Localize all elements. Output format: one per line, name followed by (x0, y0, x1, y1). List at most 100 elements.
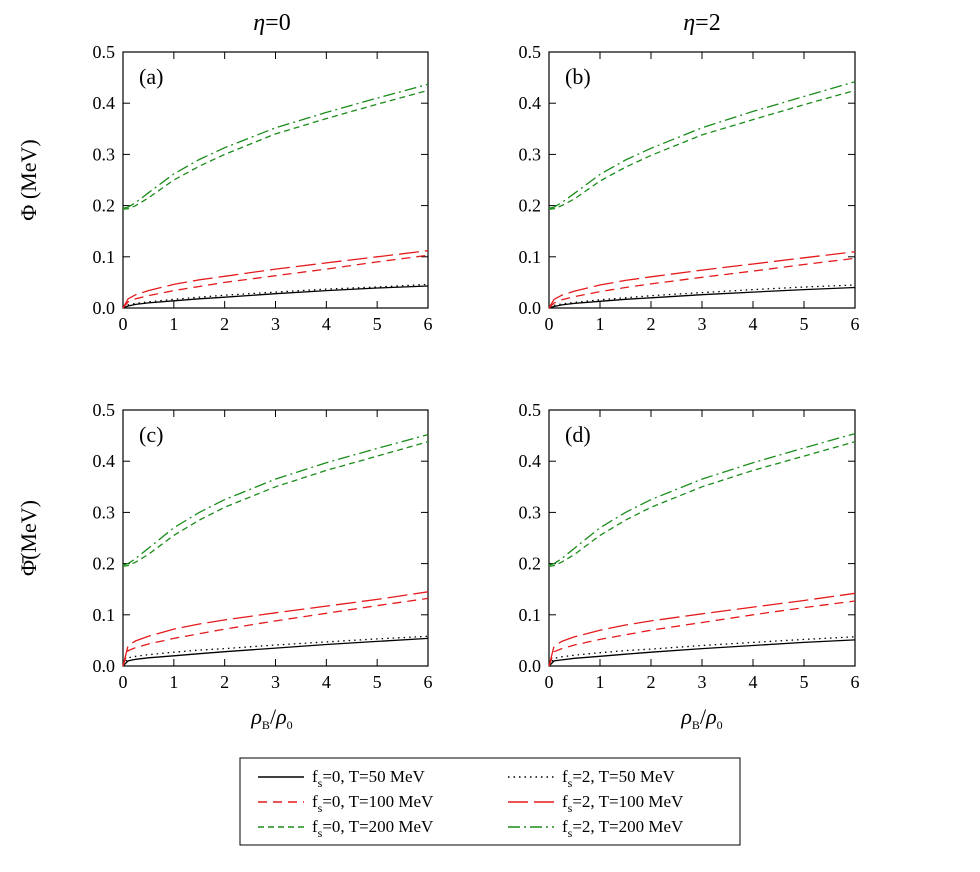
y-tick-label: 0.1 (93, 247, 116, 267)
series-line-4 (122, 89, 429, 210)
series-line-5 (122, 433, 429, 566)
panel-d: 0 1 2 3 4 5 6 0.0 0.1 0.2 0.3 0.4 0.5 (d) (519, 400, 860, 692)
legend-entry: fs=0, T=50 MeV (312, 767, 426, 790)
panel-label: (a) (139, 64, 163, 89)
series-line-2 (548, 600, 856, 667)
x-tick-label: 0 (119, 314, 128, 334)
series-line-4 (548, 89, 856, 210)
y-tick-label: 0.3 (93, 502, 116, 522)
series-line-2 (548, 257, 856, 309)
panel-label: (d) (565, 422, 591, 447)
x-tick-label: 5 (800, 672, 809, 692)
y-tick-label: 0.3 (93, 144, 116, 164)
y-tick-label: 0.2 (93, 196, 116, 216)
panel-label: (b) (565, 64, 591, 89)
y-tick-label: 0.2 (519, 196, 542, 216)
x-tick-label: 5 (800, 314, 809, 334)
x-tick-label: 4 (749, 314, 758, 334)
legend-entry: fs=2, T=100 MeV (562, 792, 684, 815)
x-tick-label: 3 (271, 314, 280, 334)
x-tick-label: 3 (698, 672, 707, 692)
x-tick-label: 1 (169, 672, 178, 692)
series-line-5 (548, 81, 856, 209)
x-tick-label: 2 (220, 672, 229, 692)
column-header-right: η=2 (683, 10, 720, 36)
y-tick-label: 0.4 (519, 451, 542, 471)
x-tick-label: 4 (749, 672, 758, 692)
x-tick-label: 5 (373, 314, 382, 334)
y-tick-label: 0.0 (519, 298, 542, 318)
x-tick-label: 0 (545, 314, 554, 334)
y-tick-label: 0.1 (519, 605, 542, 625)
x-tick-label: 6 (851, 672, 860, 692)
legend: fs=0, T=50 MeV fs=2, T=50 MeV fs=0, T=100 … (239, 757, 741, 846)
plot-frame (122, 409, 429, 667)
y-tick-label: 0.5 (93, 400, 116, 420)
y-tick-label: 0.0 (93, 298, 116, 318)
x-axis-label-right: ρB/ρ0 (680, 704, 722, 732)
x-tick-label: 3 (271, 672, 280, 692)
y-tick-label: 0.1 (93, 605, 116, 625)
y-tick-label: 0.2 (519, 554, 542, 574)
legend-entry: fs=2, T=200 MeV (562, 817, 684, 840)
series-line-1 (122, 635, 429, 667)
y-tick-label: 0.4 (93, 93, 116, 113)
y-tick-label: 0.5 (519, 42, 542, 62)
x-axis-label-left: ρB/ρ0 (250, 704, 292, 732)
x-tick-label: 2 (647, 314, 656, 334)
series-line-4 (122, 441, 429, 567)
x-tick-label: 3 (698, 314, 707, 334)
series-line-0 (548, 639, 856, 667)
y-tick-label: 0.4 (93, 451, 116, 471)
series-line-3 (122, 591, 429, 667)
legend-entry: fs=0, T=200 MeV (312, 817, 434, 840)
series-line-3 (548, 592, 856, 667)
y-tick-label: 0.3 (519, 502, 542, 522)
y-tick-label: 0.2 (93, 554, 116, 574)
x-tick-label: 0 (119, 672, 128, 692)
y-tick-label: 0.5 (93, 42, 116, 62)
series-line-1 (548, 284, 856, 309)
y-tick-label: 0.3 (519, 144, 542, 164)
series-line-3 (122, 250, 429, 309)
series-line-5 (122, 83, 429, 209)
series-line-0 (122, 637, 429, 667)
panel-label: (c) (139, 422, 163, 447)
y-tick-label: 0.1 (519, 247, 542, 267)
y-axis-label-top: Φ (MeV) (16, 139, 41, 220)
series-line-5 (548, 432, 856, 566)
x-tick-label: 6 (424, 672, 433, 692)
legend-frame (239, 757, 741, 846)
series-line-0 (122, 285, 429, 309)
y-tick-label: 0.4 (519, 93, 542, 113)
x-tick-label: 5 (373, 672, 382, 692)
x-tick-label: 2 (220, 314, 229, 334)
y-tick-label: 0.5 (519, 400, 542, 420)
series-line-0 (548, 286, 856, 309)
x-tick-label: 6 (851, 314, 860, 334)
panel-b: 0 1 2 3 4 5 6 0.0 0.1 0.2 0.3 0.4 0.5 (b) (519, 42, 860, 334)
legend-entry: fs=2, T=50 MeV (562, 767, 676, 790)
panel-c: 0 1 2 3 4 5 6 0.0 0.1 0.2 0.3 0.4 0.5 (c) (93, 400, 433, 692)
plot-frame (548, 409, 856, 667)
y-tick-label: 0.0 (93, 656, 116, 676)
series-line-2 (122, 597, 429, 667)
x-tick-label: 4 (322, 672, 331, 692)
x-tick-label: 2 (647, 672, 656, 692)
series-line-1 (122, 283, 429, 309)
series-line-3 (548, 251, 856, 309)
x-tick-label: 4 (322, 314, 331, 334)
series-line-2 (122, 254, 429, 309)
x-tick-label: 1 (596, 314, 605, 334)
panels: 0 1 2 3 4 5 6 0.0 0.1 0.2 0.3 0.4 0.5 (a) 0 1 2 3 4 5 6 0.0 0.… (93, 42, 860, 692)
panel-a: 0 1 2 3 4 5 6 0.0 0.1 0.2 0.3 0.4 0.5 (a) (93, 42, 433, 334)
x-tick-label: 1 (169, 314, 178, 334)
legend-entry: fs=0, T=100 MeV (312, 792, 434, 815)
x-tick-label: 0 (545, 672, 554, 692)
column-header-left: η=0 (253, 10, 290, 36)
x-tick-label: 6 (424, 314, 433, 334)
y-tick-label: 0.0 (519, 656, 542, 676)
series-line-1 (548, 636, 856, 667)
x-tick-label: 1 (596, 672, 605, 692)
